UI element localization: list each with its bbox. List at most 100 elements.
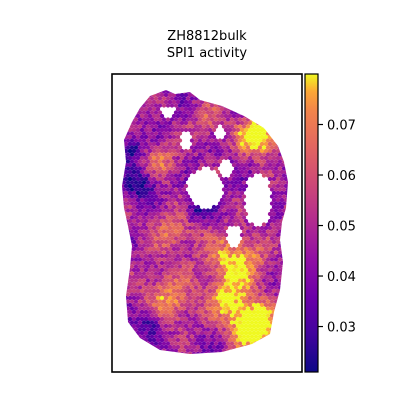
spot [122, 334, 127, 339]
spot [287, 344, 288, 350]
spot [259, 267, 265, 273]
spot [203, 281, 209, 287]
spot [187, 92, 193, 98]
spot [273, 103, 279, 108]
spot [122, 330, 125, 336]
spot [247, 330, 253, 336]
colorbar-ticks: 0.030.040.050.060.07 [318, 119, 356, 336]
spot [229, 131, 235, 136]
spot [122, 285, 127, 290]
spot [131, 134, 137, 140]
spot [217, 271, 223, 276]
spot [145, 320, 151, 325]
spot [127, 141, 133, 147]
spot [227, 211, 233, 217]
spot [221, 320, 227, 325]
spot [283, 288, 288, 294]
spot [257, 138, 263, 143]
spot [273, 278, 279, 283]
spot [159, 176, 165, 182]
spot [147, 134, 153, 140]
spot [275, 302, 281, 308]
spot [233, 264, 239, 269]
spot [249, 222, 255, 227]
spot [191, 113, 197, 119]
spot [163, 288, 169, 294]
spot [277, 131, 283, 136]
spot [275, 344, 281, 350]
spot [237, 327, 243, 332]
spot [217, 173, 223, 178]
spot [231, 218, 237, 224]
spot [261, 348, 267, 353]
spot [167, 260, 173, 266]
spot [229, 145, 235, 150]
spot [137, 194, 143, 199]
spot [167, 281, 173, 287]
spot [279, 316, 285, 322]
spot [131, 253, 137, 259]
spot [251, 316, 257, 322]
spot [147, 323, 153, 329]
spot [157, 236, 163, 241]
spot [221, 222, 227, 227]
spot [133, 285, 139, 290]
spot [122, 201, 123, 206]
spot [137, 222, 143, 227]
spot [149, 201, 155, 206]
spot [181, 96, 187, 101]
spot [229, 187, 235, 192]
spot [207, 113, 213, 119]
spot [125, 292, 131, 297]
spot [175, 323, 181, 329]
spot [199, 155, 205, 161]
spot [269, 124, 275, 129]
spot [157, 159, 163, 164]
spot [277, 271, 283, 276]
spot [237, 271, 243, 276]
spot [123, 225, 129, 231]
spot [231, 253, 237, 259]
spot [169, 264, 175, 269]
spot [257, 348, 263, 353]
spot [131, 155, 137, 161]
spot [251, 302, 257, 308]
spot [199, 267, 205, 273]
spot [201, 96, 207, 101]
spot [157, 271, 163, 276]
spot [249, 278, 255, 283]
spot [149, 187, 155, 192]
spot [251, 267, 257, 273]
spot [197, 229, 203, 234]
spot [279, 169, 285, 175]
spot [169, 278, 175, 283]
spot [225, 194, 231, 199]
spot [122, 348, 123, 353]
spot [137, 264, 143, 269]
spot [122, 110, 127, 115]
spot [183, 351, 189, 354]
spot [137, 229, 143, 234]
spot [167, 204, 173, 210]
spot [131, 176, 137, 182]
spot [285, 166, 288, 171]
spot [129, 299, 135, 304]
spot [151, 302, 157, 308]
spot [199, 274, 205, 280]
spot [179, 302, 185, 308]
spot [261, 292, 267, 297]
spot [273, 243, 279, 248]
spot [215, 253, 221, 259]
spot [203, 92, 209, 98]
spot [159, 197, 165, 203]
spot [213, 124, 219, 129]
spot [201, 292, 207, 297]
spot [145, 187, 151, 192]
spot [219, 274, 225, 280]
spot [277, 334, 283, 339]
spot [141, 327, 147, 332]
spot [195, 281, 201, 287]
spot [133, 103, 139, 108]
spot [257, 236, 263, 241]
spot [247, 323, 253, 329]
